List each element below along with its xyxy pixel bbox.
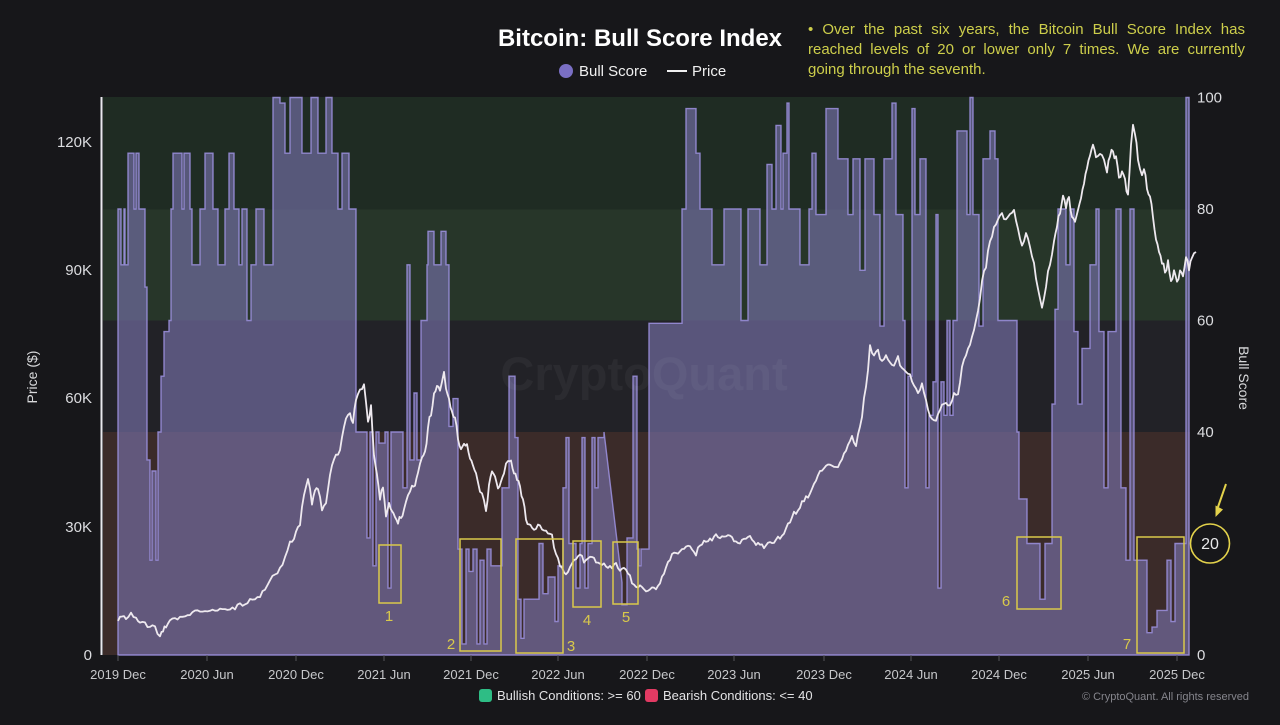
svg-text:20: 20 (1201, 536, 1219, 553)
svg-text:7: 7 (1123, 636, 1131, 653)
svg-text:120K: 120K (57, 134, 92, 151)
svg-text:Price ($): Price ($) (24, 351, 40, 404)
svg-text:2022 Jun: 2022 Jun (531, 667, 585, 682)
svg-text:2025 Jun: 2025 Jun (1061, 667, 1115, 682)
svg-text:5: 5 (622, 609, 630, 626)
svg-text:100: 100 (1197, 90, 1222, 107)
svg-text:Bitcoin: Bull Score Index: Bitcoin: Bull Score Index (498, 25, 783, 52)
svg-text:Bullish Conditions: >= 60: Bullish Conditions: >= 60 (497, 688, 641, 703)
svg-text:Bull Score: Bull Score (1236, 346, 1252, 410)
svg-text:2: 2 (447, 636, 455, 653)
svg-text:2023 Jun: 2023 Jun (707, 667, 761, 682)
svg-text:© CryptoQuant. All rights rese: © CryptoQuant. All rights reserved (1082, 691, 1249, 703)
svg-text:2025 Dec: 2025 Dec (1149, 667, 1205, 682)
svg-text:Bull Score: Bull Score (579, 63, 647, 80)
svg-text:4: 4 (583, 612, 591, 629)
svg-text:1: 1 (385, 608, 393, 625)
svg-text:2019 Dec: 2019 Dec (90, 667, 146, 682)
svg-text:2023 Dec: 2023 Dec (796, 667, 852, 682)
svg-text:Bearish Conditions: <= 40: Bearish Conditions: <= 40 (663, 688, 813, 703)
svg-text:40: 40 (1197, 424, 1214, 441)
svg-text:6: 6 (1002, 593, 1010, 610)
svg-text:2024 Jun: 2024 Jun (884, 667, 938, 682)
svg-text:30K: 30K (65, 519, 92, 536)
svg-text:2020 Jun: 2020 Jun (180, 667, 234, 682)
svg-text:Price: Price (692, 63, 726, 80)
svg-text:2021 Dec: 2021 Dec (443, 667, 499, 682)
svg-text:90K: 90K (65, 262, 92, 279)
svg-text:3: 3 (567, 638, 575, 655)
svg-text:2021 Jun: 2021 Jun (357, 667, 411, 682)
svg-text:2024 Dec: 2024 Dec (971, 667, 1027, 682)
svg-text:0: 0 (1197, 647, 1205, 664)
svg-text:80: 80 (1197, 201, 1214, 218)
svg-text:0: 0 (84, 647, 92, 664)
svg-text:2020 Dec: 2020 Dec (268, 667, 324, 682)
svg-text:60: 60 (1197, 313, 1214, 330)
svg-text:60K: 60K (65, 390, 92, 407)
svg-text:2022 Dec: 2022 Dec (619, 667, 675, 682)
svg-text:CryptoQuant: CryptoQuant (500, 347, 788, 400)
